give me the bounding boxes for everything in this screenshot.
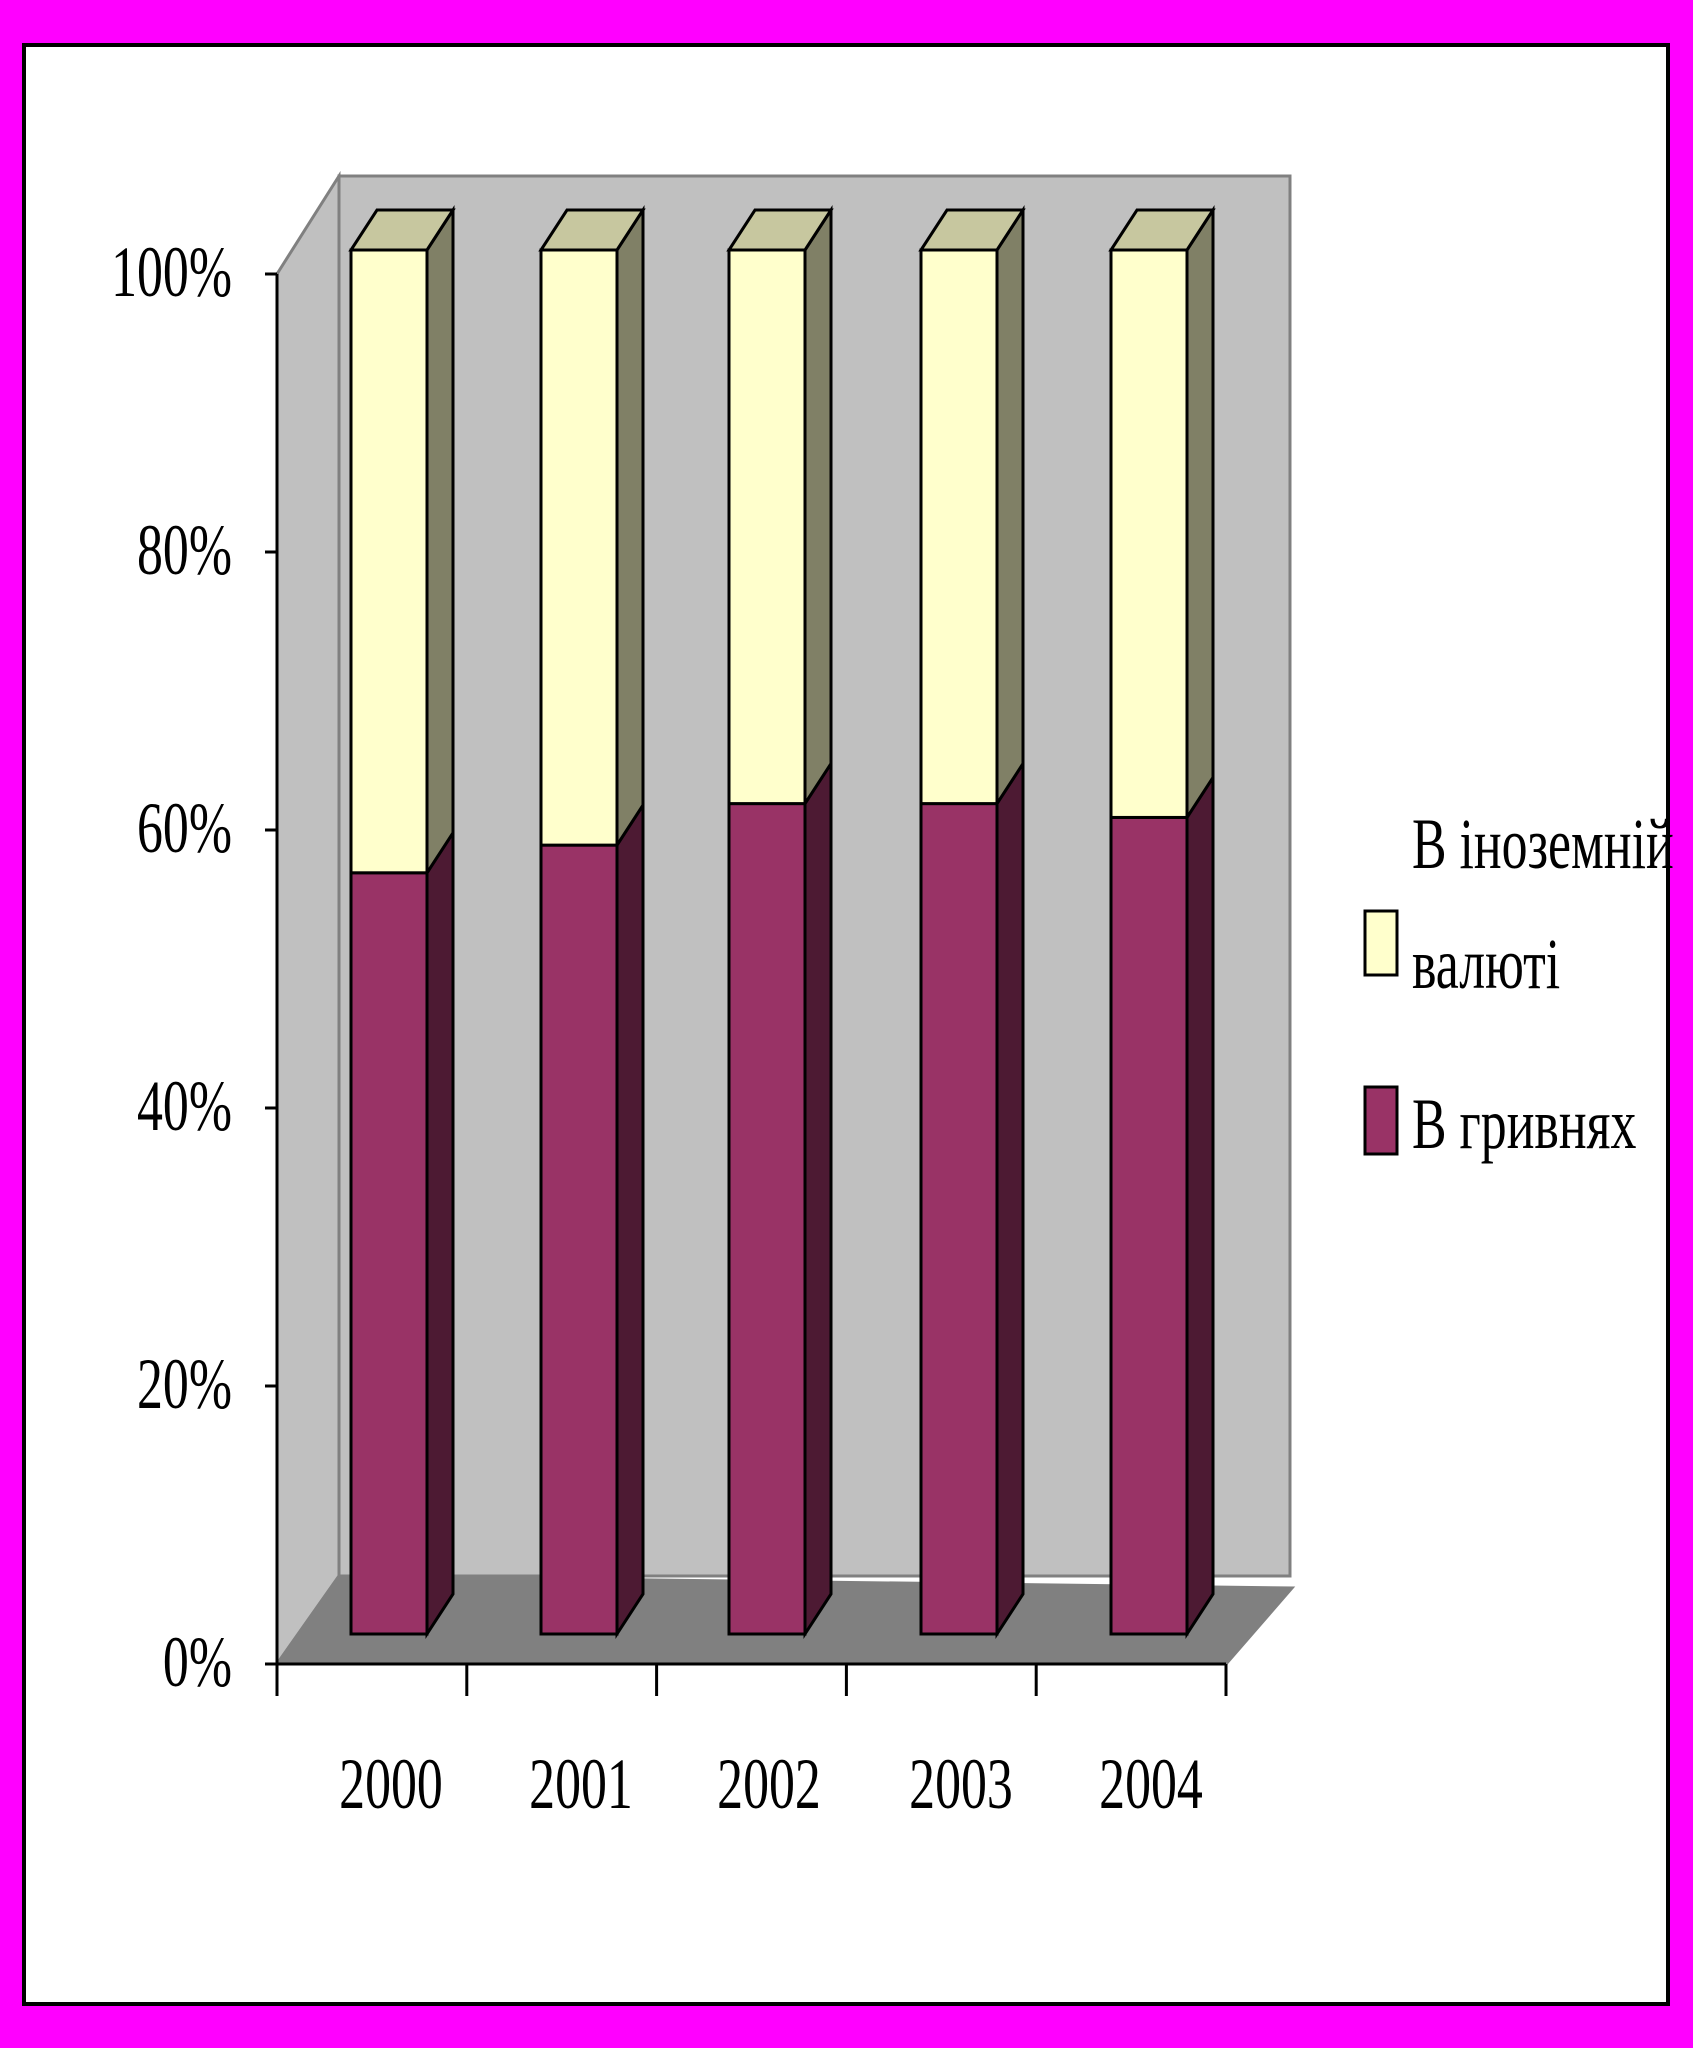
bar-top [726, 208, 834, 252]
bar-side [803, 758, 833, 1640]
bar-side [425, 204, 455, 878]
x-axis-tick-labels: 2000 2001 2002 2003 2004 [339, 1744, 1203, 1824]
bar-segment [538, 204, 646, 851]
bar-front [919, 248, 999, 806]
legend-label-uah: В гривнях [1412, 1084, 1636, 1164]
bar-segment [349, 827, 455, 1640]
y-tick-label: 100% [111, 232, 232, 312]
bar-segment [727, 758, 833, 1640]
y-tick-label: 80% [137, 510, 232, 590]
legend-swatch-uah [1363, 1085, 1399, 1156]
bar-segment [726, 204, 834, 809]
bar-segment [539, 800, 645, 1640]
bar-side [995, 204, 1025, 809]
bar-segment [1109, 772, 1215, 1640]
x-tick-label: 2004 [1099, 1744, 1203, 1824]
bar-front [727, 248, 807, 806]
y-axis-tick-labels: 0% 20% 40% 60% 80% 100% [111, 232, 232, 1702]
bar-front [349, 248, 429, 875]
bar-side [615, 800, 645, 1640]
bar-top [348, 208, 456, 252]
bar-top [1108, 208, 1216, 252]
bar-front [349, 871, 429, 1636]
side-wall [275, 170, 341, 1669]
bar-front [727, 802, 807, 1636]
bar-front [539, 843, 619, 1636]
bar-side [425, 827, 455, 1640]
bar-segment [918, 204, 1026, 809]
bar-side [1185, 772, 1215, 1640]
bar-side [803, 204, 833, 809]
bar-top [918, 208, 1026, 252]
chart-bars [348, 204, 1216, 1640]
bar-side [995, 758, 1025, 1640]
y-tick-label: 60% [137, 788, 232, 868]
x-tick-label: 2003 [909, 1744, 1013, 1824]
legend: В іноземній валюті В гривнях [1363, 804, 1674, 1164]
bar-front [539, 248, 619, 847]
y-tick-label: 40% [137, 1066, 232, 1146]
bar-side [1185, 204, 1215, 823]
x-tick-label: 2002 [717, 1744, 821, 1824]
bar-segment [1108, 204, 1216, 823]
y-tick-label: 20% [137, 1344, 232, 1424]
x-tick-label: 2000 [339, 1744, 443, 1824]
bar-side [615, 204, 645, 851]
legend-label-foreign-line1: В іноземній [1412, 804, 1674, 884]
bar-front [1109, 815, 1189, 1636]
chart-axes [265, 272, 1228, 1696]
bar-segment [348, 204, 456, 878]
bar-front [1109, 248, 1189, 819]
bar-front [919, 802, 999, 1636]
y-tick-label: 0% [163, 1622, 232, 1702]
legend-label-foreign-line2: валюті [1412, 924, 1560, 1004]
bar-segment [919, 758, 1025, 1640]
x-tick-label: 2001 [529, 1744, 633, 1824]
legend-swatch-foreign [1363, 909, 1399, 977]
bar-top [538, 208, 646, 252]
